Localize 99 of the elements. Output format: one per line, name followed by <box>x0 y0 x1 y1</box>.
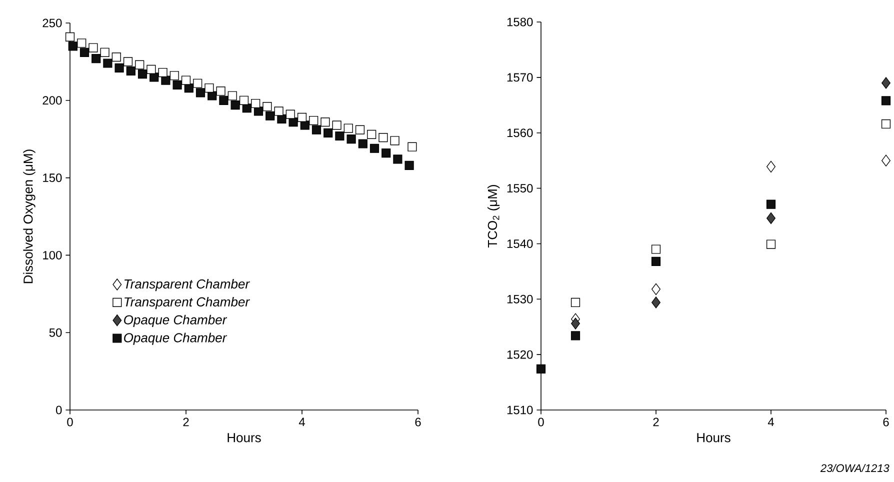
point <box>230 100 240 110</box>
point <box>88 43 98 52</box>
point <box>346 134 356 144</box>
point <box>378 133 388 142</box>
point <box>146 64 156 74</box>
legend-label: Transparent Chamber <box>124 296 250 310</box>
x-tick-label: 0 <box>538 418 544 426</box>
point <box>254 106 264 116</box>
point <box>358 139 368 148</box>
point <box>651 244 661 254</box>
point <box>228 91 237 100</box>
point <box>77 38 86 48</box>
point <box>652 283 660 296</box>
point <box>126 66 136 76</box>
point <box>651 256 661 266</box>
y-tick-label: 100 <box>43 250 62 260</box>
point <box>390 136 400 146</box>
y-tick-label: 1510 <box>507 406 533 414</box>
point <box>766 160 776 173</box>
point <box>324 128 333 138</box>
y-tick-label: 250 <box>42 18 62 28</box>
point <box>123 57 133 66</box>
point <box>80 48 90 57</box>
point <box>309 116 318 126</box>
point <box>161 76 170 85</box>
point <box>320 118 330 127</box>
y-tick-label: 1530 <box>507 294 533 304</box>
x-axis-title: Hours <box>697 433 730 442</box>
x-tick-label: 2 <box>183 418 189 426</box>
point <box>208 91 217 100</box>
point <box>216 86 226 96</box>
point <box>172 80 182 90</box>
point <box>138 70 148 79</box>
point <box>297 112 307 122</box>
point <box>570 298 580 308</box>
point <box>100 48 110 57</box>
x-tick-label: 4 <box>768 418 774 426</box>
y-tick-label: 1570 <box>507 73 533 82</box>
point <box>170 71 179 80</box>
point <box>344 124 353 133</box>
point <box>335 131 344 141</box>
point <box>312 125 322 134</box>
x-tick-label: 4 <box>298 418 305 426</box>
point <box>103 58 112 68</box>
point <box>219 96 228 105</box>
y-tick-label: 0 <box>56 406 62 414</box>
point <box>262 102 272 112</box>
point <box>382 148 391 158</box>
point <box>181 76 191 85</box>
y-tick-label: 1520 <box>507 350 533 359</box>
point <box>355 125 365 134</box>
y-tick-label: 1550 <box>507 184 533 193</box>
x-tick-label: 6 <box>883 418 889 426</box>
point <box>193 78 202 88</box>
legend-label: Opaque Chamber <box>124 314 228 327</box>
y-tick-label: 150 <box>43 174 62 182</box>
legend-label: Opaque Chamber <box>124 332 228 345</box>
y-axis-title: TCO$_{2}$ (μM) <box>488 185 500 248</box>
point <box>332 120 342 130</box>
point <box>367 130 376 140</box>
y-tick-label: 1540 <box>507 239 533 248</box>
point <box>881 96 891 106</box>
point <box>408 142 417 152</box>
x-tick-label: 0 <box>67 418 73 426</box>
point <box>266 111 275 120</box>
y-tick-label: 200 <box>42 96 62 105</box>
point <box>158 68 168 78</box>
legend-label: Transparent Chamber <box>124 279 250 292</box>
x-tick-label: 6 <box>415 418 421 426</box>
point <box>881 119 891 129</box>
point <box>114 63 124 72</box>
point <box>286 110 295 119</box>
point <box>135 60 144 70</box>
point <box>652 296 660 308</box>
point <box>274 106 284 116</box>
point <box>68 42 78 51</box>
point <box>571 318 580 330</box>
point <box>239 96 249 105</box>
x-axis-title: Hours <box>228 433 261 442</box>
y-tick-label: 50 <box>49 328 62 337</box>
x-tick-label: 2 <box>653 418 659 426</box>
point <box>204 83 214 93</box>
y-tick-label: 1560 <box>507 128 533 138</box>
point <box>92 54 101 64</box>
point <box>766 212 776 224</box>
point <box>251 98 260 108</box>
point <box>570 331 580 340</box>
point <box>370 144 380 153</box>
point <box>404 160 414 170</box>
text: 23/OWA/1213 <box>820 464 890 472</box>
point <box>536 364 546 374</box>
point <box>112 52 121 62</box>
y-tick-label: 1580 <box>507 18 533 26</box>
point <box>393 154 402 164</box>
point <box>766 240 776 249</box>
y-axis-title: Dissolved Oxygen (μM) <box>23 150 36 284</box>
point <box>196 88 206 98</box>
point <box>65 32 75 42</box>
point <box>766 200 776 209</box>
